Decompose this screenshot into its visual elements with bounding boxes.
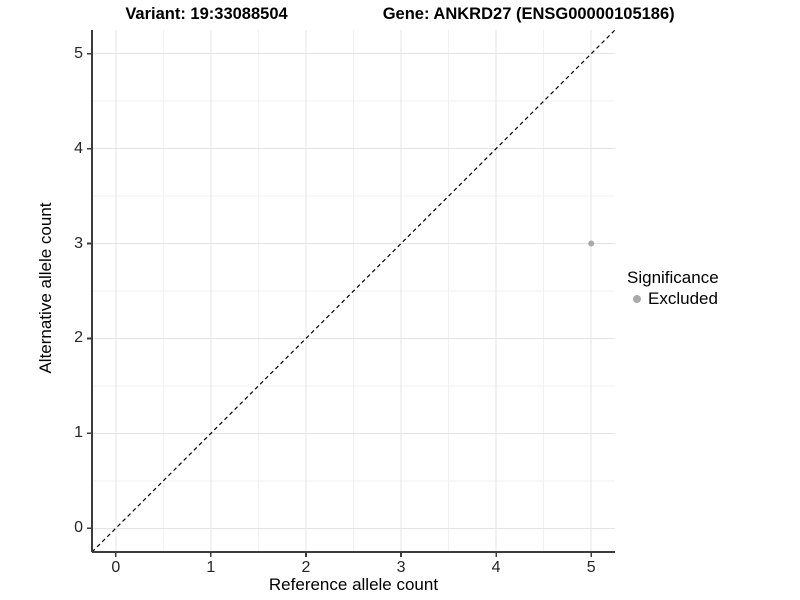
legend-key-dot-icon — [633, 294, 641, 303]
y-axis-title: Alternative allele count — [36, 202, 55, 374]
legend-entry-label: Excluded — [648, 289, 718, 308]
x-tick-label: 2 — [301, 559, 311, 576]
variant-title: Variant: 19:33088504 — [125, 5, 288, 23]
x-tick-label: 5 — [586, 559, 596, 576]
gene-title: Gene: ANKRD27 (ENSG00000105186) — [382, 5, 675, 23]
identity-reference-line — [91, 29, 616, 553]
x-tick-label: 1 — [206, 559, 216, 576]
figure-title: Variant: 19:33088504 Gene: ANKRD27 (ENSG… — [0, 4, 800, 24]
x-tick-label: 3 — [396, 559, 406, 576]
data-point — [588, 240, 595, 247]
y-tick-label: 3 — [74, 234, 83, 252]
x-tick-label: 4 — [491, 559, 501, 576]
y-tick-label: 1 — [74, 424, 83, 442]
y-tick-label: 2 — [74, 329, 83, 347]
y-tick-label: 5 — [74, 44, 83, 62]
legend-entries: Excluded — [627, 289, 719, 308]
y-tick-label: 0 — [74, 519, 83, 537]
legend-title: Significance — [627, 268, 719, 287]
x-axis-title: Reference allele count — [268, 575, 439, 594]
legend-entry: Excluded — [627, 289, 719, 308]
legend: Significance Excluded — [627, 268, 719, 308]
y-tick-label: 4 — [74, 139, 83, 157]
x-tick-label: 0 — [111, 559, 121, 576]
